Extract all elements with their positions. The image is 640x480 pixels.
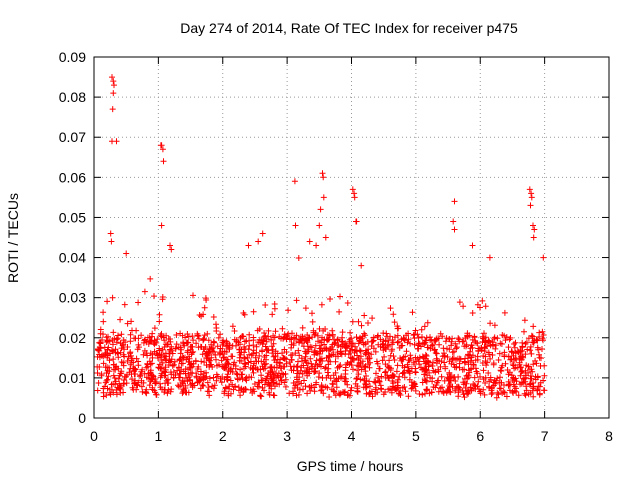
y-axis-label: ROTI / TECUs <box>5 193 21 283</box>
y-tick-label: 0.01 <box>59 370 86 386</box>
x-tick-label: 3 <box>283 428 291 444</box>
x-axis-label: GPS time / hours <box>297 458 404 474</box>
x-tick-label: 0 <box>90 428 98 444</box>
grid <box>94 57 609 418</box>
x-tick-label: 6 <box>476 428 484 444</box>
y-tick-label: 0.02 <box>59 330 86 346</box>
x-tick-label: 8 <box>605 428 613 444</box>
x-tick-label: 4 <box>348 428 356 444</box>
y-tick-label: 0 <box>78 410 86 426</box>
roti-markers <box>94 74 548 401</box>
x-tick-label: 1 <box>154 428 162 444</box>
y-axis: 0 0.01 0.02 0.03 0.04 0.05 0.06 0.07 0.08 0.09 <box>59 49 609 426</box>
y-tick-label: 0.09 <box>59 49 86 65</box>
x-tick-label: 7 <box>541 428 549 444</box>
data-points <box>94 74 548 401</box>
y-tick-label: 0.08 <box>59 89 86 105</box>
y-tick-label: 0.04 <box>59 250 86 266</box>
y-tick-label: 0.06 <box>59 169 86 185</box>
x-tick-label: 5 <box>412 428 420 444</box>
x-tick-label: 2 <box>219 428 227 444</box>
y-tick-label: 0.07 <box>59 129 86 145</box>
y-tick-label: 0.03 <box>59 290 86 306</box>
x-axis: 0 1 2 3 4 5 6 7 8 <box>90 57 613 444</box>
y-tick-label: 0.05 <box>59 209 86 225</box>
chart-title: Day 274 of 2014, Rate Of TEC Index for r… <box>180 20 518 36</box>
